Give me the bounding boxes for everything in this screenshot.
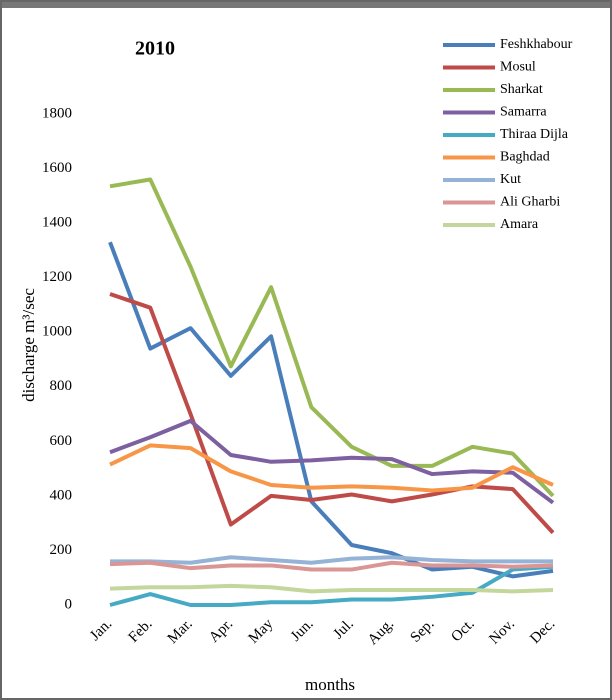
legend-label: Ali Gharbi: [500, 195, 560, 210]
x-tick-label: Apr.: [206, 616, 236, 646]
y-tick-label: 1600: [42, 160, 72, 176]
series-line: [109, 583, 554, 594]
series-line: [109, 443, 554, 493]
series-line: [109, 292, 555, 535]
x-tick-label: Aug.: [365, 616, 397, 648]
legend-label: Mosul: [500, 60, 536, 75]
y-tick-label: 0: [65, 596, 73, 612]
y-tick-label: 1400: [42, 215, 72, 231]
series-line: [109, 560, 554, 572]
x-tick-label: Jun.: [288, 616, 317, 645]
x-axis-label: months: [305, 675, 355, 694]
y-tick-label: 200: [50, 542, 73, 558]
chart-title: 2010: [135, 38, 175, 60]
legend-label: Feshkhabour: [500, 37, 573, 52]
top-band: [0, 0, 612, 8]
y-tick-label: 400: [50, 487, 73, 503]
x-tick-label: Dec.: [527, 616, 558, 647]
y-tick-label: 1000: [42, 324, 72, 340]
series-line: [109, 418, 555, 505]
series-line: [110, 555, 553, 565]
series-line: [109, 177, 555, 498]
legend-label: Samarra: [500, 105, 547, 120]
x-tick-label: Feb.: [126, 616, 156, 646]
y-axis-label: discharge m³/sec: [19, 288, 38, 402]
x-tick-label: Nov.: [486, 616, 518, 648]
x-tick-label: Oct.: [448, 616, 477, 645]
x-tick-label: Sep.: [408, 616, 438, 646]
x-tick-label: Jan.: [87, 616, 115, 644]
x-tick-label: Jul.: [331, 616, 357, 642]
legend-label: Kut: [500, 172, 521, 187]
legend-label: Thiraa Dijla: [500, 127, 569, 142]
x-tick-label: May: [246, 616, 277, 647]
legend-label: Amara: [500, 217, 539, 232]
y-tick-label: 1200: [42, 269, 72, 285]
series-line: [108, 241, 554, 579]
y-tick-label: 800: [50, 378, 73, 394]
y-tick-label: 600: [50, 433, 73, 449]
y-tick-label: 1800: [42, 105, 72, 121]
legend-label: Sharkat: [500, 82, 543, 97]
x-tick-label: Mar.: [165, 616, 196, 647]
legend-label: Baghdad: [500, 150, 550, 165]
